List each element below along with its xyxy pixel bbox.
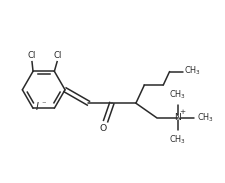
Text: CH$_3$: CH$_3$ bbox=[197, 111, 214, 124]
Text: CH$_3$: CH$_3$ bbox=[184, 65, 201, 77]
Text: Cl: Cl bbox=[27, 51, 36, 60]
Text: I: I bbox=[36, 102, 39, 112]
Text: Cl: Cl bbox=[53, 51, 62, 60]
Text: N: N bbox=[174, 113, 181, 122]
Text: O: O bbox=[100, 124, 107, 133]
Text: ⁻: ⁻ bbox=[41, 100, 46, 109]
Text: CH$_3$: CH$_3$ bbox=[169, 134, 186, 146]
Text: +: + bbox=[180, 109, 186, 115]
Text: CH$_3$: CH$_3$ bbox=[169, 89, 186, 102]
